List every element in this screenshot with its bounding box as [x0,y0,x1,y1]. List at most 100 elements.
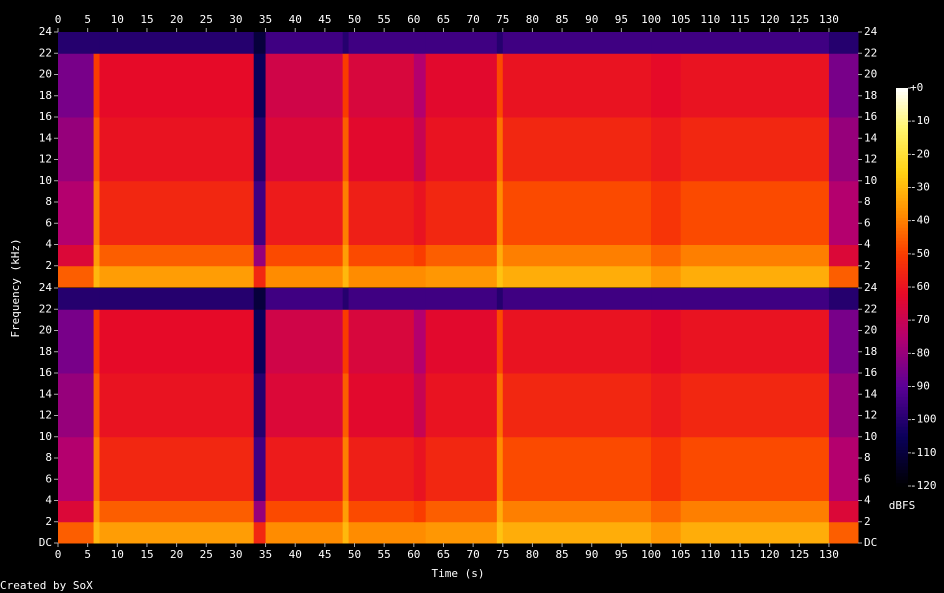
spectrogram-cell [496,180,504,245]
colorbar-swatch [896,449,908,454]
y-tick-label: 22 [864,302,877,315]
spectrogram-cell [502,180,652,245]
spectrogram-cell [651,521,682,544]
colorbar-swatch [896,177,908,182]
x-tick-label: 75 [496,548,509,561]
x-tick-label: 100 [641,548,661,561]
x-tick-label: 20 [170,13,183,26]
x-tick-label: 0 [55,548,62,561]
x-tick-label: 70 [466,13,479,26]
y-tick-label: 24 [39,25,53,38]
x-tick-label: 50 [348,13,361,26]
spectrogram-cell [265,180,344,245]
colorbar-swatch [896,164,908,169]
spectrogram-cell [253,373,267,438]
y-tick-label: 4 [864,238,871,251]
spectrogram-cell [680,373,830,438]
spectrogram-cell [680,244,830,267]
x-tick-label: 55 [378,13,391,26]
colorbar-swatch [896,184,908,188]
colorbar-swatch [896,287,908,291]
colorbar-swatch [896,393,908,397]
y-tick-label: DC [864,536,877,549]
colorbar-swatch [896,223,908,228]
spectrogram-cell [828,309,859,374]
spectrogram-cell [265,373,344,438]
colorbar-tick-label: -20 [910,147,930,160]
colorbar-swatch [896,107,908,112]
y-tick-label: 20 [864,324,877,337]
spectrogram-cell [496,373,504,438]
spectrogram-cell [651,309,682,374]
colorbar-swatch [896,346,908,351]
y-tick-label: 22 [864,46,877,59]
colorbar-swatch [896,260,908,265]
colorbar-swatch [896,389,908,394]
colorbar-swatch [896,452,908,457]
spectrogram-cell [93,373,101,438]
spectrogram-cell [253,436,267,501]
x-tick-label: 10 [111,13,124,26]
y-tick-label: 16 [864,366,877,379]
spectrogram-cell [253,265,267,288]
colorbar-swatch [896,160,908,165]
colorbar-swatch [896,247,908,252]
y-tick-label: 2 [45,515,52,528]
spectrogram-cell [651,117,682,182]
colorbar-swatch [896,174,908,179]
spectrogram-cell [425,288,498,310]
spectrogram-cell [496,288,504,310]
colorbar-swatch [896,263,908,268]
colorbar-swatch [896,134,908,139]
x-tick-label: 25 [200,13,213,26]
spectrogram-cell [651,500,682,523]
spectrogram-cell [680,53,830,118]
x-tick-label: 60 [407,548,420,561]
colorbar-swatch [896,121,908,125]
spectrogram-cell [680,180,830,245]
colorbar-tick-label: -90 [910,380,930,393]
spectrogram-cell [348,288,415,310]
y-tick-label: 6 [45,216,52,229]
x-tick-label: 40 [289,13,302,26]
colorbar-swatch [896,409,908,414]
colorbar-swatch [896,333,908,338]
spectrogram-cell [828,244,859,267]
colorbar-swatch [896,170,908,175]
spectrogram-cell [502,53,652,118]
spectrogram-cell [828,32,859,54]
colorbar-swatch [896,151,908,155]
y-tick-label: 16 [39,366,52,379]
spectrogram-cell [93,32,101,54]
spectrogram-cell [93,436,101,501]
spectrogram-cell [58,244,95,267]
colorbar-swatch [896,240,908,245]
spectrogram-cell [342,32,350,54]
spectrogram-cell [342,117,350,182]
y-tick-label: 20 [864,68,877,81]
colorbar-swatch [896,111,908,116]
spectrogram-cell [828,436,859,501]
x-tick-label: 30 [229,13,242,26]
spectrogram-cell [425,436,498,501]
spectrogram-cell [828,373,859,438]
colorbar-swatch [896,194,908,198]
y-tick-label: 4 [45,238,52,251]
spectrogram-cell [348,32,415,54]
spectrogram-cell [99,500,255,523]
spectrogram-cell [348,117,415,182]
spectrogram-cell [496,32,504,54]
colorbar-swatch [896,343,908,348]
colorbar-swatch [896,413,908,417]
colorbar-swatch [896,204,908,208]
colorbar-swatch [896,200,908,205]
colorbar-swatch [896,101,908,106]
spectrogram-cell [651,32,682,54]
x-tick-label: 120 [760,548,780,561]
colorbar-swatch [896,350,908,354]
spectrogram-cell [265,265,344,288]
spectrogram-cell [342,244,350,267]
spectrogram-cell [265,436,344,501]
x-tick-label: 10 [111,548,124,561]
x-tick-label: 75 [496,13,509,26]
